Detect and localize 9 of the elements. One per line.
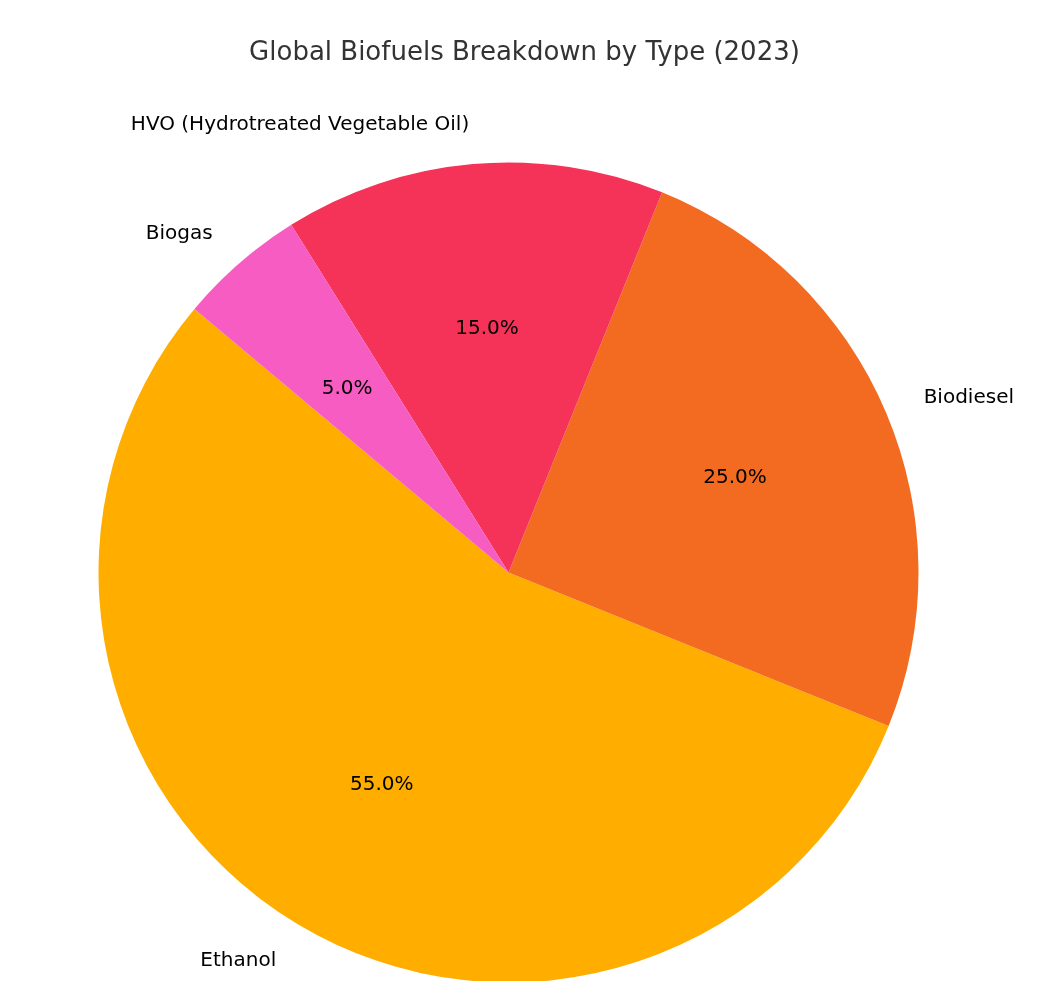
slice-label: Biogas bbox=[145, 220, 213, 245]
chart-title: Global Biofuels Breakdown by Type (2023) bbox=[249, 35, 800, 66]
data-label: 25.0% bbox=[703, 464, 767, 489]
data-label: 5.0% bbox=[321, 374, 373, 399]
data-label: 15.0% bbox=[455, 315, 519, 340]
slice-label: HVO (Hydrotreated Vegetable Oil) bbox=[130, 111, 470, 136]
slice-label: Biodiesel bbox=[923, 384, 1015, 409]
data-label: 55.0% bbox=[350, 771, 414, 796]
slice-label: Ethanol bbox=[200, 947, 277, 972]
